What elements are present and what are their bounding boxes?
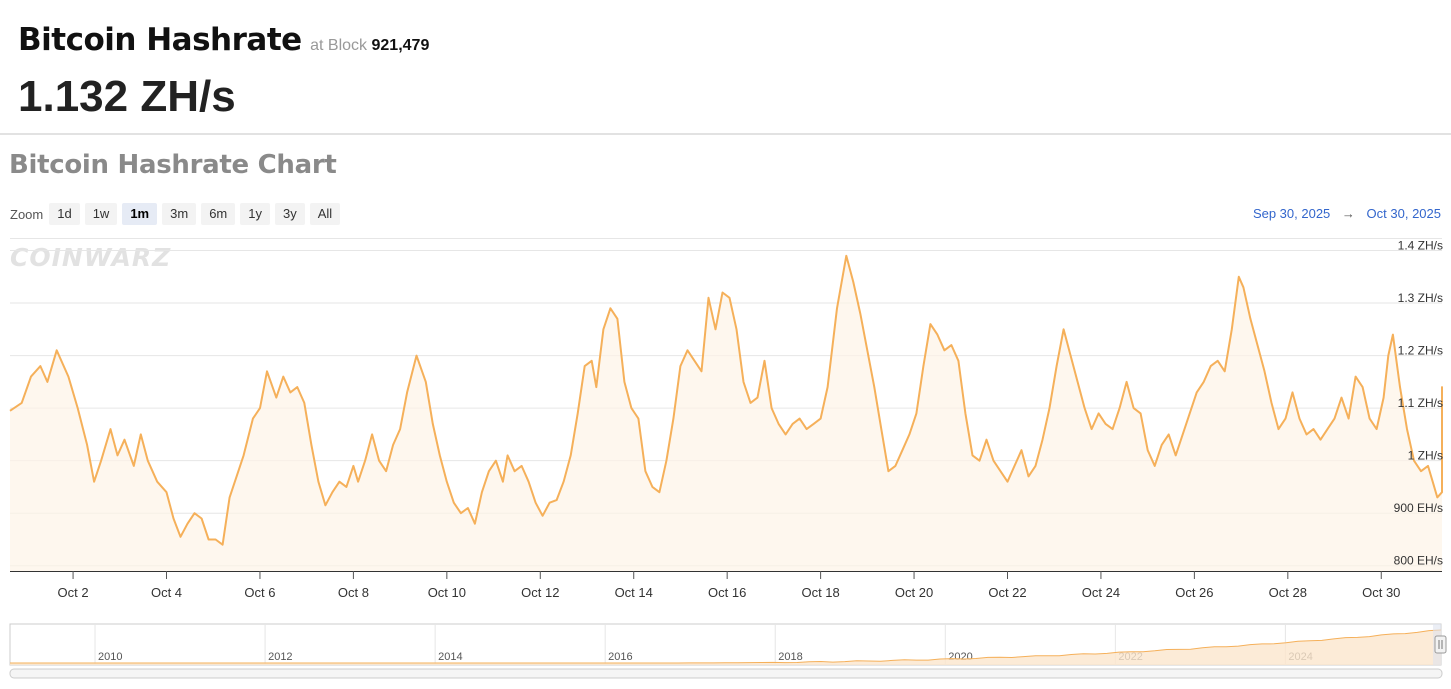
zoom-button-6m[interactable]: 6m	[201, 203, 236, 225]
x-tick-label: Oct 12	[521, 585, 559, 600]
y-tick-label: 1.3 ZH/s	[1398, 291, 1443, 305]
x-tick-label: Oct 8	[338, 585, 369, 600]
x-tick-label: Oct 6	[244, 585, 275, 600]
navigator-year-label: 2012	[268, 651, 292, 663]
y-tick-label: 800 EH/s	[1394, 554, 1443, 568]
x-tick-label: Oct 18	[801, 585, 839, 600]
page-title: Bitcoin Hashrate at Block 921,479	[18, 22, 429, 58]
x-tick-label: Oct 14	[615, 585, 653, 600]
page-title-text: Bitcoin Hashrate	[18, 22, 302, 58]
chart-top-border	[10, 238, 1442, 239]
current-hashrate: 1.132 ZH/s	[18, 72, 236, 121]
y-tick-label: 900 EH/s	[1394, 501, 1443, 515]
zoom-button-3y[interactable]: 3y	[274, 203, 305, 225]
x-tick-label: Oct 2	[58, 585, 89, 600]
zoom-button-1m[interactable]: 1m	[122, 203, 158, 225]
date-range-arrow: →	[1341, 206, 1355, 221]
x-tick-label: Oct 26	[1175, 585, 1213, 600]
chart-title: Bitcoin Hashrate Chart	[9, 150, 337, 180]
hashrate-line[interactable]	[9, 254, 1443, 546]
navigator-handle[interactable]	[1434, 635, 1447, 654]
navigator-year-label: 2014	[438, 651, 462, 663]
zoom-button-1d[interactable]: 1d	[49, 203, 80, 225]
x-tick-label: Oct 10	[428, 585, 466, 600]
x-tick-label: Oct 30	[1362, 585, 1400, 600]
date-range-to[interactable]: Oct 30, 2025	[1366, 206, 1441, 221]
y-tick-label: 1.2 ZH/s	[1398, 344, 1443, 358]
hashrate-area-fill	[10, 255, 1442, 572]
navigator-year-label: 2010	[98, 651, 122, 663]
zoom-button-3m[interactable]: 3m	[162, 203, 197, 225]
x-tick-label: Oct 22	[988, 585, 1026, 600]
navigator-area	[10, 630, 1441, 665]
header-divider	[0, 133, 1451, 135]
navigator-line	[10, 629, 1442, 664]
x-tick-label: Oct 16	[708, 585, 746, 600]
y-tick-label: 1 ZH/s	[1408, 449, 1443, 463]
x-tick-label: Oct 24	[1082, 585, 1120, 600]
date-range: Sep 30, 2025 → Oct 30, 2025	[1253, 206, 1441, 221]
zoom-button-all[interactable]: All	[309, 203, 341, 225]
navigator-year-label: 2016	[608, 651, 632, 663]
zoom-label: Zoom	[10, 206, 44, 222]
zoom-button-1w[interactable]: 1w	[84, 203, 118, 225]
block-number: 921,479	[371, 37, 430, 54]
coinwarz-watermark: COINWARZ	[10, 243, 172, 272]
at-block-label: at Block	[310, 37, 368, 54]
x-tick-label: Oct 20	[895, 585, 933, 600]
x-tick-label: Oct 4	[151, 585, 182, 600]
navigator-scrollbar[interactable]	[9, 668, 1443, 679]
navigator-year-label: 2018	[778, 651, 802, 663]
y-tick-label: 1.1 ZH/s	[1398, 396, 1443, 410]
date-range-from[interactable]: Sep 30, 2025	[1252, 206, 1331, 221]
x-tick-label: Oct 28	[1269, 585, 1307, 600]
y-tick-label: 1.4 ZH/s	[1398, 239, 1443, 253]
zoom-selector: Zoom 1d 1w 1m 3m 6m 1y 3y All	[10, 203, 345, 225]
zoom-button-1y[interactable]: 1y	[240, 203, 270, 225]
